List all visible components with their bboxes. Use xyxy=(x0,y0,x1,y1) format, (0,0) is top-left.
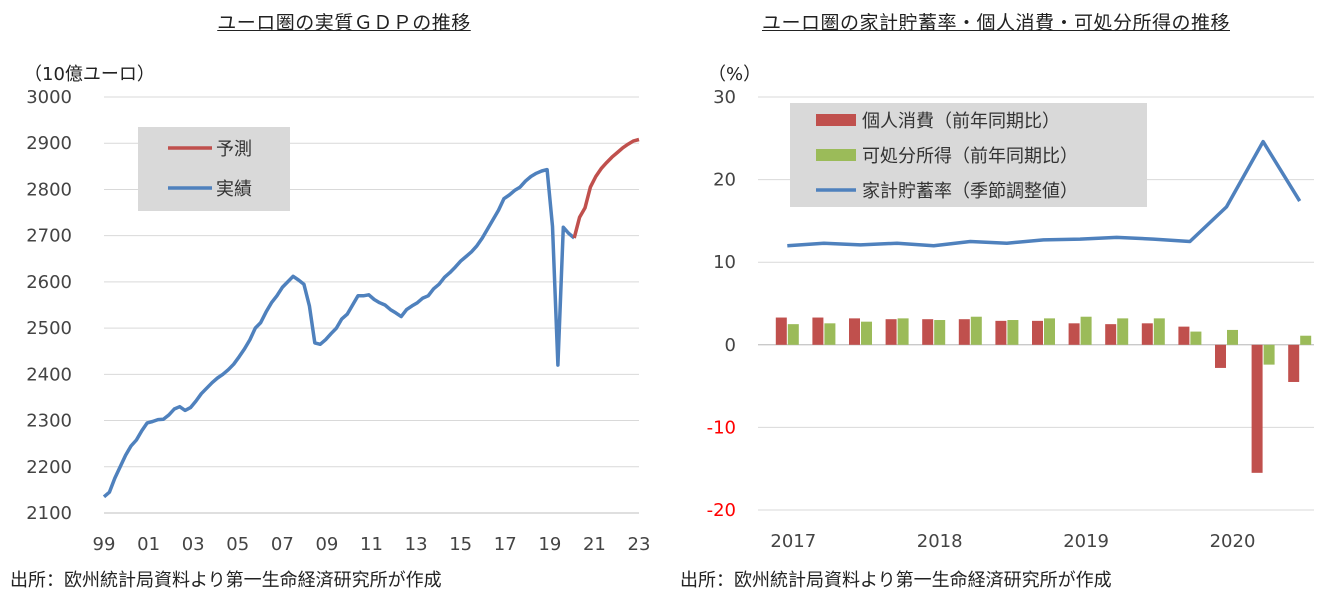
consumption-bar xyxy=(958,319,970,345)
y-tick-label: 0 xyxy=(725,335,736,356)
consumption-bar xyxy=(1105,324,1117,345)
x-tick-label: 09 xyxy=(315,534,338,555)
y-tick-label: -10 xyxy=(707,417,736,438)
consumption-bar xyxy=(922,319,934,345)
consumption-bar xyxy=(849,318,860,345)
legend-label: 家計貯蓄率（季節調整値） xyxy=(862,181,1078,202)
consumption-bar xyxy=(1288,344,1300,382)
y-tick-label: 2300 xyxy=(26,411,72,432)
x-tick-label: 03 xyxy=(182,534,205,555)
x-tick-label: 13 xyxy=(405,534,428,555)
income-bar xyxy=(1007,320,1019,345)
consumption-bar xyxy=(1068,323,1080,345)
x-tick-label: 05 xyxy=(226,534,249,555)
consumption-bar xyxy=(1251,344,1263,473)
gdp-source-note: 出所：欧州統計局資料より第一生命経済研究所が作成 xyxy=(10,570,442,591)
x-tick-label: 15 xyxy=(449,534,472,555)
gdp-line-chart: 2100 2200 2300 2400 2500 2600 2700 2800 2900 3000… xyxy=(26,87,651,555)
income-bar xyxy=(787,324,799,345)
savings-rate-line xyxy=(787,139,1302,248)
x-tick-label: 21 xyxy=(583,534,606,555)
x-tick-label: 19 xyxy=(538,534,561,555)
x-tick-label: 11 xyxy=(360,534,383,555)
gdp-unit-label: （10億ユーロ） xyxy=(24,64,155,85)
x-tick-label: 2017 xyxy=(770,531,816,552)
x-tick-label: 2019 xyxy=(1063,531,1109,552)
savings-bar-line-chart: 30 20 10 0 -10 -20 2017 2018 2019 2020 個人消費（前年同期比）… xyxy=(707,87,1314,552)
x-tick-label: 07 xyxy=(271,534,294,555)
income-bar xyxy=(1153,318,1165,345)
legend-label: 個人消費（前年同期比） xyxy=(862,111,1060,132)
income-bar xyxy=(1080,316,1092,345)
income-bar xyxy=(1300,335,1312,345)
x-tick-label: 99 xyxy=(93,534,116,555)
legend-swatch xyxy=(816,149,856,161)
y-tick-label: 2600 xyxy=(26,272,72,293)
consumption-bar xyxy=(1032,320,1043,345)
consumption-bar xyxy=(995,320,1007,345)
y-tick-label: -20 xyxy=(707,500,736,521)
consumption-bar xyxy=(1178,326,1190,345)
consumption-bar xyxy=(1215,344,1226,368)
income-bar xyxy=(897,318,909,345)
actual-line xyxy=(102,167,576,499)
y-tick-label: 2500 xyxy=(26,318,72,339)
income-bar xyxy=(1227,329,1238,345)
y-tick-label: 2700 xyxy=(26,226,72,247)
y-tick-label: 3000 xyxy=(26,87,72,108)
legend-swatch xyxy=(816,114,856,126)
y-tick-label: 2900 xyxy=(26,133,72,154)
y-tick-label: 20 xyxy=(713,170,736,191)
y-tick-label: 2800 xyxy=(26,179,72,200)
legend-label: 実績 xyxy=(216,179,252,200)
income-bar xyxy=(824,323,836,345)
y-tick-label: 2100 xyxy=(26,503,72,524)
x-tick-label: 2020 xyxy=(1210,531,1256,552)
income-bar xyxy=(1044,318,1055,345)
savings-chart-title: ユーロ圏の家計貯蓄率・個人消費・可処分所得の推移 xyxy=(761,12,1230,34)
x-tick-label: 01 xyxy=(137,534,160,555)
consumption-bar xyxy=(885,319,897,345)
x-tick-label: 23 xyxy=(628,534,651,555)
forecast-line xyxy=(572,137,640,239)
consumption-bar xyxy=(775,317,787,345)
income-bar xyxy=(1117,318,1129,345)
legend-label: 可処分所得（前年同期比） xyxy=(862,146,1078,167)
gdp-chart-title: ユーロ圏の実質ＧＤＰの推移 xyxy=(217,12,471,34)
x-tick-label: 2018 xyxy=(917,531,963,552)
income-bar xyxy=(1263,344,1275,365)
consumption-bar xyxy=(1141,323,1153,345)
consumption-bar xyxy=(812,317,824,345)
income-bar xyxy=(970,316,982,345)
savings-unit-label: （%） xyxy=(708,64,762,85)
gdp-chart-panel: ユーロ圏の実質ＧＤＰの推移 （10億ユーロ） 2100 2200 2300 2400 2… xyxy=(10,12,651,591)
x-tick-label: 17 xyxy=(494,534,517,555)
y-tick-label: 10 xyxy=(713,252,736,273)
income-bar xyxy=(861,321,872,345)
legend-box xyxy=(138,127,290,211)
income-bar xyxy=(1190,331,1202,345)
savings-chart-panel: ユーロ圏の家計貯蓄率・個人消費・可処分所得の推移 （%） 30 20 10 0 -10 -… xyxy=(664,0,1328,608)
y-tick-label: 2400 xyxy=(26,364,72,385)
y-tick-label: 2200 xyxy=(26,457,72,478)
savings-source-note: 出所：欧州統計局資料より第一生命経済研究所が作成 xyxy=(680,570,1112,591)
income-bar xyxy=(934,320,946,345)
y-tick-label: 30 xyxy=(713,87,736,108)
legend-label: 予測 xyxy=(216,139,252,160)
